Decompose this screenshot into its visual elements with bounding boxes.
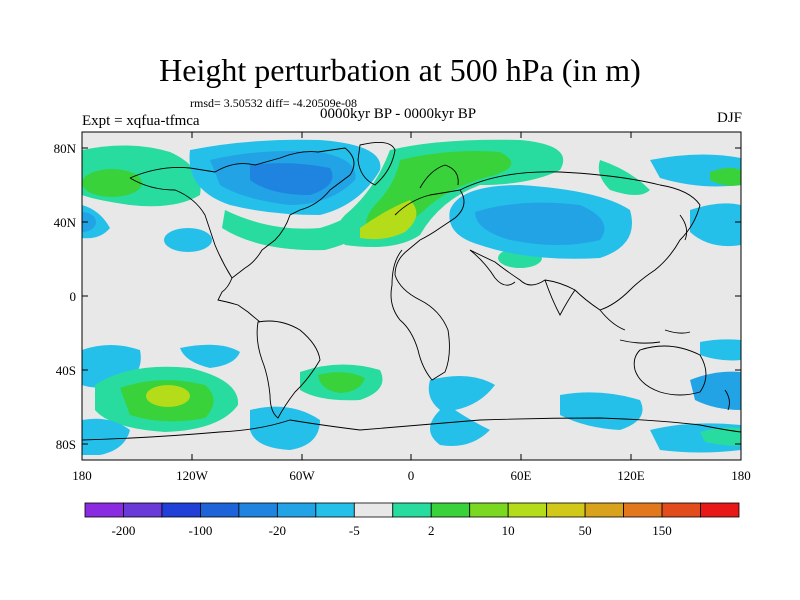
colorbar-label: -100 — [188, 523, 212, 538]
colorbar-box — [276, 502, 317, 518]
colorbar-label: -20 — [269, 523, 286, 538]
colorbar-box — [700, 502, 740, 518]
lon-label-60e: 60E — [511, 468, 532, 483]
colorbar-label: -5 — [349, 523, 360, 538]
lat-label-0: 0 — [70, 289, 77, 304]
colorbar-box — [469, 502, 509, 518]
colorbar-box — [623, 502, 663, 518]
period-label: 0000kyr BP - 0000kyr BP — [320, 106, 477, 122]
colorbar — [84, 502, 740, 518]
lon-label-0: 0 — [408, 468, 415, 483]
colorbar-box — [546, 502, 586, 518]
lat-label-80s: 80S — [56, 437, 76, 452]
colorbar-label: 50 — [579, 523, 592, 538]
lat-label-40s: 40S — [56, 363, 76, 378]
lon-label-60w: 60W — [289, 468, 315, 483]
lon-label-180e: 180 — [731, 468, 751, 483]
colorbar-label: 10 — [502, 523, 515, 538]
lat-label-40n: 40N — [54, 215, 77, 230]
colorbar-labels: -200 -100 -20 -5 2 10 50 150 — [112, 523, 672, 538]
lon-label-120e: 120E — [617, 468, 645, 483]
colorbar-box — [238, 502, 278, 518]
coastlines — [82, 141, 741, 441]
colorbar-label: 150 — [652, 523, 672, 538]
stats-text: rmsd= 3.50532 diff= -4.20509e-08 — [190, 96, 357, 110]
height-anomaly-fill — [82, 139, 741, 455]
colorbar-box — [200, 502, 240, 518]
colorbar-box — [661, 502, 701, 518]
lon-label-120w: 120W — [176, 468, 209, 483]
season-label: DJF — [716, 110, 742, 126]
experiment-label: Expt = xqfua-tfmca — [82, 113, 200, 129]
colorbar-box — [84, 502, 124, 518]
colorbar-box — [507, 502, 548, 518]
colorbar-box — [392, 502, 432, 518]
axis-ticks — [81, 132, 742, 460]
colorbar-box — [353, 502, 394, 518]
colorbar-box — [430, 502, 471, 518]
colorbar-box — [161, 502, 201, 518]
colorbar-box — [315, 502, 355, 518]
colorbar-label: -200 — [112, 523, 136, 538]
colorbar-box — [123, 502, 163, 518]
colorbar-label: 2 — [428, 523, 435, 538]
colorbar-box — [584, 502, 624, 518]
lat-label-80n: 80N — [54, 141, 77, 156]
lon-label-180w: 180 — [72, 468, 92, 483]
chart-title: Height perturbation at 500 hPa (in m) — [159, 52, 641, 88]
